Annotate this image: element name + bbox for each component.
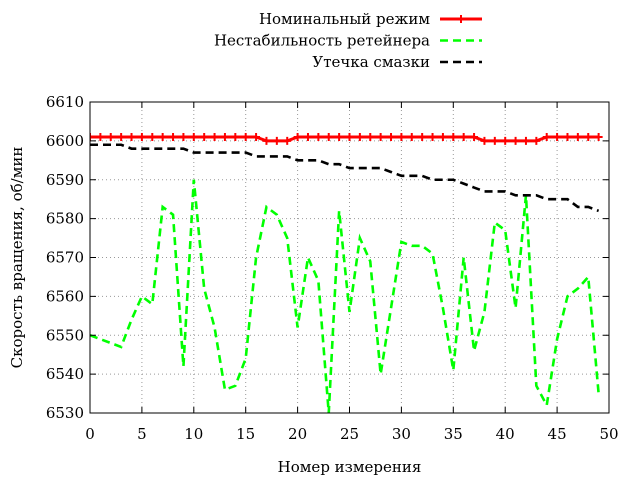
series-line bbox=[90, 143, 600, 213]
series-2 bbox=[90, 179, 600, 413]
data-point-marker bbox=[407, 132, 416, 141]
data-point-marker bbox=[459, 132, 468, 141]
data-point-marker bbox=[117, 132, 126, 141]
series-lines bbox=[90, 132, 603, 413]
data-point-marker bbox=[241, 132, 250, 141]
data-point-marker bbox=[345, 132, 354, 141]
data-point-marker bbox=[137, 132, 146, 141]
data-point-marker bbox=[480, 136, 489, 145]
data-point-marker bbox=[314, 132, 323, 141]
data-point-marker bbox=[210, 132, 219, 141]
data-point-marker bbox=[376, 132, 385, 141]
series-3 bbox=[90, 143, 600, 213]
series-1 bbox=[90, 132, 603, 145]
axis-ticks: 0 5 10 15 20 25 30 35 40 45 50 6530 6540 6550 6560 6570… bbox=[46, 93, 619, 443]
data-point-marker bbox=[90, 132, 94, 141]
y-tick-label: 6540 bbox=[46, 365, 84, 383]
x-tick-label: 25 bbox=[340, 425, 359, 443]
data-point-marker bbox=[397, 132, 406, 141]
data-point-marker bbox=[283, 136, 292, 145]
y-tick-label: 6580 bbox=[46, 210, 84, 228]
y-axis-label: Скорость вращения, об/мин bbox=[8, 147, 26, 369]
data-point-marker bbox=[293, 132, 302, 141]
data-point-marker bbox=[532, 136, 541, 145]
data-point-marker bbox=[553, 132, 562, 141]
data-point-marker bbox=[262, 136, 271, 145]
data-point-marker bbox=[303, 132, 312, 141]
data-point-marker bbox=[231, 132, 240, 141]
data-point-marker bbox=[366, 132, 375, 141]
data-point-marker bbox=[573, 132, 582, 141]
legend-item: Нестабильность ретейнера bbox=[214, 32, 482, 50]
data-point-marker bbox=[449, 132, 458, 141]
x-axis-label: Номер измерения bbox=[278, 458, 422, 476]
x-tick-label: 35 bbox=[444, 425, 463, 443]
data-point-marker bbox=[148, 132, 157, 141]
data-point-marker bbox=[438, 132, 447, 141]
data-point-marker bbox=[252, 132, 261, 141]
x-tick-label: 40 bbox=[496, 425, 515, 443]
data-point-marker bbox=[594, 132, 603, 141]
data-point-marker bbox=[169, 132, 178, 141]
x-tick-label: 20 bbox=[288, 425, 307, 443]
y-tick-label: 6570 bbox=[46, 249, 84, 267]
data-point-marker bbox=[418, 132, 427, 141]
legend: Номинальный режим Нестабильность ретейнер… bbox=[214, 10, 482, 71]
data-point-marker bbox=[470, 132, 479, 141]
data-point-marker bbox=[179, 132, 188, 141]
data-point-marker bbox=[521, 136, 530, 145]
data-point-marker bbox=[106, 132, 115, 141]
data-point-marker bbox=[584, 132, 593, 141]
data-point-marker bbox=[96, 132, 105, 141]
data-point-marker bbox=[355, 132, 364, 141]
x-tick-label: 10 bbox=[184, 425, 203, 443]
y-tick-label: 6600 bbox=[46, 132, 84, 150]
legend-label: Номинальный режим bbox=[259, 10, 430, 28]
data-point-marker bbox=[220, 132, 229, 141]
data-point-marker bbox=[158, 132, 167, 141]
legend-marker bbox=[457, 15, 465, 23]
x-tick-label: 45 bbox=[548, 425, 567, 443]
legend-item: Утечка смазки bbox=[312, 53, 482, 71]
y-tick-label: 6560 bbox=[46, 287, 84, 305]
x-tick-label: 5 bbox=[137, 425, 147, 443]
x-tick-label: 30 bbox=[392, 425, 411, 443]
legend-label: Утечка смазки bbox=[312, 53, 430, 71]
data-point-marker bbox=[511, 136, 520, 145]
data-point-marker bbox=[428, 132, 437, 141]
data-point-marker bbox=[127, 132, 136, 141]
legend-item: Номинальный режим bbox=[259, 10, 482, 28]
legend-label: Нестабильность ретейнера bbox=[214, 32, 430, 50]
x-tick-label: 50 bbox=[599, 425, 618, 443]
data-point-marker bbox=[324, 132, 333, 141]
data-point-marker bbox=[335, 132, 344, 141]
data-point-marker bbox=[189, 132, 198, 141]
data-point-marker bbox=[490, 136, 499, 145]
data-point-marker bbox=[501, 136, 510, 145]
data-point-marker bbox=[542, 132, 551, 141]
y-tick-label: 6550 bbox=[46, 326, 84, 344]
data-point-marker bbox=[200, 132, 209, 141]
data-point-marker bbox=[272, 136, 281, 145]
y-tick-label: 6530 bbox=[46, 404, 84, 422]
x-tick-label: 0 bbox=[85, 425, 95, 443]
y-tick-label: 6590 bbox=[46, 171, 84, 189]
data-point-marker bbox=[387, 132, 396, 141]
x-tick-label: 15 bbox=[236, 425, 255, 443]
series-line bbox=[90, 179, 600, 413]
data-point-marker bbox=[563, 132, 572, 141]
y-tick-label: 6610 bbox=[46, 93, 84, 111]
